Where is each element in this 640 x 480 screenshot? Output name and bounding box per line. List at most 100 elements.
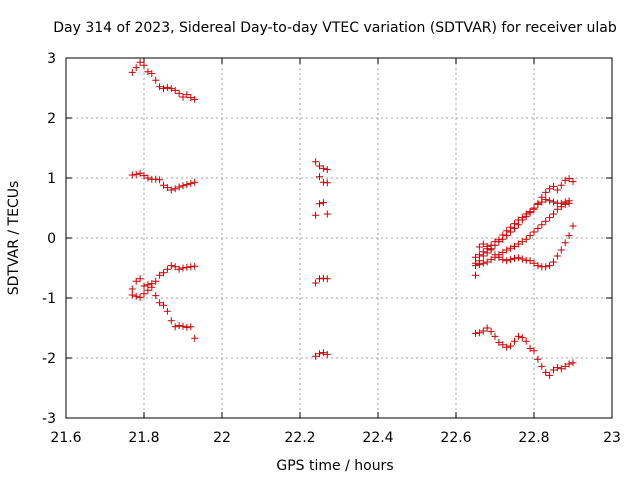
data-point-marker bbox=[156, 176, 164, 184]
data-point-marker bbox=[526, 209, 534, 217]
data-point-marker bbox=[136, 275, 144, 283]
data-point-marker bbox=[546, 197, 554, 205]
data-point-marker bbox=[191, 178, 199, 186]
y-tick-label: -1 bbox=[42, 291, 56, 307]
data-point-marker bbox=[483, 242, 491, 250]
data-point-marker bbox=[191, 334, 199, 342]
data-point-marker bbox=[140, 282, 148, 290]
data-point-marker bbox=[561, 362, 569, 370]
data-point-marker bbox=[511, 224, 518, 232]
data-point-marker bbox=[187, 263, 195, 271]
data-point-marker bbox=[144, 68, 152, 76]
data-point-marker bbox=[487, 246, 495, 254]
data-point-marker bbox=[557, 203, 565, 211]
data-point-marker bbox=[179, 182, 187, 190]
data-point-marker bbox=[514, 240, 522, 248]
data-point-marker bbox=[152, 175, 160, 183]
data-point-marker bbox=[507, 342, 515, 350]
data-point-marker bbox=[171, 185, 179, 193]
data-point-marker bbox=[312, 352, 320, 360]
data-point-marker bbox=[191, 95, 199, 103]
data-point-marker bbox=[128, 291, 136, 299]
data-point-marker bbox=[171, 323, 179, 331]
data-point-marker bbox=[152, 76, 160, 84]
x-tick-label: 21.6 bbox=[50, 430, 81, 446]
data-point-marker bbox=[156, 83, 164, 91]
data-point-marker bbox=[530, 259, 538, 267]
data-point-marker bbox=[483, 249, 491, 257]
data-point-marker bbox=[550, 182, 557, 190]
data-point-marker bbox=[316, 350, 323, 358]
data-point-marker bbox=[163, 265, 171, 273]
data-point-marker bbox=[550, 366, 557, 374]
data-point-marker bbox=[538, 221, 546, 229]
data-point-marker bbox=[136, 169, 144, 177]
data-point-marker bbox=[175, 322, 183, 330]
data-point-marker bbox=[561, 200, 569, 208]
data-point-marker bbox=[511, 337, 518, 345]
data-point-marker bbox=[503, 343, 511, 351]
data-point-marker bbox=[479, 259, 487, 267]
data-point-marker bbox=[514, 332, 522, 340]
data-point-marker bbox=[514, 254, 522, 262]
data-point-marker bbox=[319, 349, 327, 357]
data-point-marker bbox=[156, 299, 164, 307]
data-point-marker bbox=[499, 256, 507, 264]
chart-title: Day 314 of 2023, Sidereal Day-to-day VTE… bbox=[53, 20, 617, 36]
data-point-marker bbox=[475, 329, 483, 337]
data-point-marker bbox=[175, 265, 183, 273]
data-point-marker bbox=[136, 293, 144, 301]
data-point-marker bbox=[475, 243, 483, 251]
data-point-marker bbox=[183, 323, 191, 331]
data-point-marker bbox=[557, 181, 565, 189]
data-point-marker bbox=[167, 186, 175, 194]
data-point-marker bbox=[507, 256, 515, 264]
data-point-marker bbox=[475, 251, 483, 259]
data-point-marker bbox=[499, 248, 507, 256]
x-tick-label: 22.2 bbox=[284, 430, 315, 446]
data-point-marker bbox=[183, 181, 191, 189]
data-point-marker bbox=[538, 193, 546, 201]
data-point-marker bbox=[550, 258, 557, 266]
data-point-marker bbox=[565, 232, 573, 240]
data-point-marker bbox=[530, 205, 538, 213]
data-point-marker bbox=[507, 244, 515, 252]
data-point-marker bbox=[522, 337, 530, 345]
data-point-marker bbox=[569, 222, 577, 230]
data-point-marker bbox=[140, 61, 148, 69]
data-point-marker bbox=[511, 254, 518, 262]
data-point-marker bbox=[503, 232, 511, 240]
data-point-marker bbox=[179, 264, 187, 272]
data-point-marker bbox=[319, 274, 327, 282]
data-point-marker bbox=[179, 322, 187, 330]
x-tick-label: 23 bbox=[603, 430, 621, 446]
data-point-marker bbox=[472, 271, 479, 279]
data-point-marker bbox=[175, 183, 183, 191]
data-point-marker bbox=[542, 263, 550, 271]
data-point-marker bbox=[144, 174, 152, 182]
data-point-marker bbox=[187, 94, 195, 102]
data-point-marker bbox=[542, 217, 550, 225]
data-point-marker bbox=[163, 184, 171, 192]
grid bbox=[66, 58, 612, 418]
data-point-marker bbox=[491, 241, 499, 249]
data-point-marker bbox=[565, 199, 573, 207]
data-point-marker bbox=[522, 256, 530, 264]
data-point-marker bbox=[191, 262, 199, 270]
data-point-marker bbox=[187, 179, 195, 187]
data-point-marker bbox=[323, 210, 331, 218]
data-point-marker bbox=[183, 263, 191, 271]
data-point-marker bbox=[132, 292, 140, 300]
data-point-marker bbox=[569, 178, 577, 186]
data-point-marker bbox=[553, 252, 561, 260]
data-point-marker bbox=[518, 216, 526, 224]
data-point-marker bbox=[542, 188, 550, 196]
data-point-marker bbox=[163, 307, 171, 315]
data-point-marker bbox=[171, 263, 179, 271]
data-point-marker bbox=[546, 262, 554, 270]
x-tick-label: 21.8 bbox=[128, 430, 159, 446]
data-point-marker bbox=[522, 212, 530, 220]
data-point-marker bbox=[557, 246, 565, 254]
data-point-marker bbox=[530, 347, 538, 355]
